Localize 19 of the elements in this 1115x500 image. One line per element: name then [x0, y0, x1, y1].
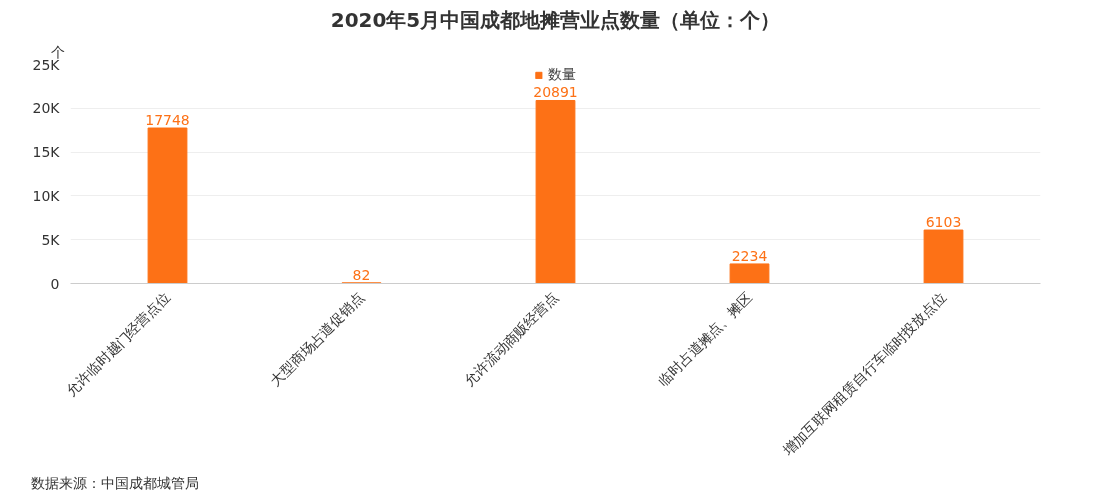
x-tick-label: 允许临时越门经营点位 — [62, 288, 174, 400]
data-label: 17748 — [145, 112, 190, 129]
y-tick-label: 10K — [32, 187, 61, 204]
y-tick-label: 15K — [32, 144, 61, 161]
data-label: 2234 — [731, 247, 768, 264]
y-axis-title: 个 — [50, 43, 65, 60]
x-tick-label: 允许流动商贩经营点 — [460, 288, 562, 390]
y-tick-label: 20K — [32, 100, 61, 117]
source-note: 数据来源：中国成都城管局 — [30, 474, 199, 491]
data-label: 82 — [352, 266, 371, 283]
y-tick-label: 0 — [50, 275, 60, 292]
data-label: 6103 — [925, 214, 962, 231]
x-tick-label: 大型商场占道促销点 — [266, 288, 368, 390]
legend-label: 数量 — [547, 66, 576, 84]
x-tick-label: 临时占道摊点、摊区 — [654, 288, 756, 390]
data-label: 20891 — [533, 84, 578, 101]
y-tick-label: 5K — [41, 231, 61, 248]
chart-title: 2020年5月中国成都地摊营业点数量（单位：个） — [330, 7, 781, 32]
x-tick-label: 增加互联网租赁自行车临时投放点位 — [778, 288, 950, 460]
